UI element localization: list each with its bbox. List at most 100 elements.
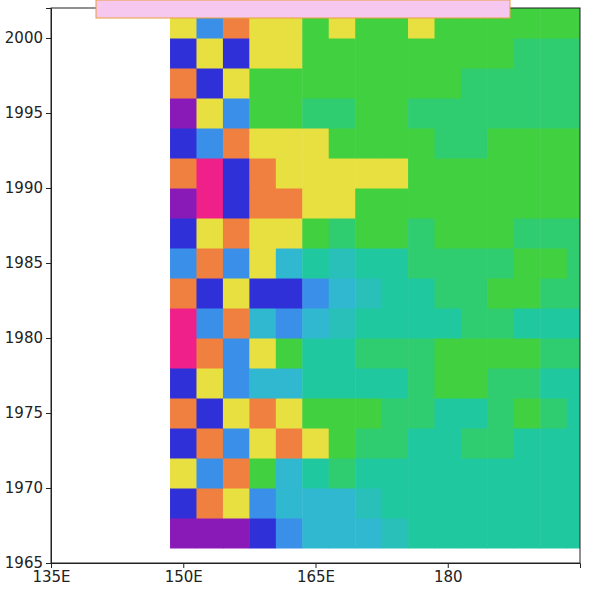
heatmap-cell [355,308,382,339]
heatmap-cell [276,488,303,519]
heatmap-cell [329,338,356,369]
heatmap-cell [540,428,567,459]
heatmap-cell [514,248,541,279]
heatmap-cell [514,158,541,189]
heatmap-cell [170,398,197,429]
heatmap-cell [329,38,356,69]
heatmap-cell [567,398,580,429]
heatmap-cell [329,278,356,309]
heatmap-cell [487,458,514,489]
heatmap-cell [540,458,567,489]
heatmap-cell [540,338,567,369]
tick-mark [46,113,51,114]
heatmap-cell [249,518,276,549]
heatmap-cell [408,128,435,159]
heatmap-cell [514,218,541,249]
heatmap-cell [382,458,409,489]
heatmap-cell [461,128,488,159]
heatmap-cell [487,278,514,309]
heatmap-cell [382,188,409,219]
heatmap-cell [540,98,567,129]
heatmap-cell [487,248,514,279]
heatmap-cell [382,248,409,279]
tick-mark [46,413,51,414]
heatmap-cell [170,128,197,159]
heatmap-cell [540,188,567,219]
heatmap-cell [435,38,462,69]
header-box [96,0,510,18]
heatmap-cell [408,248,435,279]
heatmap-cell [567,518,580,549]
heatmap-cell [435,338,462,369]
heatmap-cell [196,398,223,429]
heatmap-cell [276,368,303,399]
heatmap-cell [249,158,276,189]
heatmap-cell [223,488,250,519]
heatmap-cell [382,488,409,519]
heatmap-cell [355,488,382,519]
heatmap-cell [223,398,250,429]
plot-area [170,8,580,549]
heatmap-cell [223,278,250,309]
tick-label: 2000 [5,29,43,47]
heatmap-cell [249,278,276,309]
heatmap-cell [302,188,329,219]
heatmap-cell [540,128,567,159]
tick-label: 1980 [5,329,43,347]
heatmap-cell [487,368,514,399]
heatmap-cell [276,518,303,549]
tick-label: 1990 [5,179,43,197]
heatmap-cell [249,368,276,399]
heatmap-cell [408,488,435,519]
heatmap-cell [567,98,580,129]
tick-label: 180 [434,568,463,586]
heatmap-cell [408,158,435,189]
heatmap-cell [435,308,462,339]
heatmap-cell [408,398,435,429]
heatmap-cell [196,38,223,69]
heatmap-cell [382,368,409,399]
heatmap-cell [249,458,276,489]
heatmap-cell [435,428,462,459]
tick: 1975 [5,404,51,422]
heatmap-cell [249,218,276,249]
heatmap-cell [170,188,197,219]
heatmap-cell [408,38,435,69]
heatmap-cell [487,218,514,249]
heatmap-cell [196,368,223,399]
heatmap-cell [170,338,197,369]
heatmap-cell [514,428,541,459]
tick: 2000 [5,29,51,47]
tick-label: 150E [165,568,203,586]
heatmap-cell [302,308,329,339]
tick-label: 1970 [5,479,43,497]
heatmap-cell [196,338,223,369]
heatmap-cell [461,428,488,459]
heatmap-cell [567,218,580,249]
heatmap-cell [461,218,488,249]
heatmap-cell [567,428,580,459]
heatmap-cell [514,38,541,69]
heatmap-cell [249,188,276,219]
heatmap-cell [408,458,435,489]
heatmap-cell [435,368,462,399]
heatmap-cell [487,38,514,69]
tick-mark [46,338,51,339]
heatmap-cell [540,278,567,309]
heatmap-cell [223,158,250,189]
heatmap-cell [355,38,382,69]
heatmap-cell [382,278,409,309]
heatmap-cell [196,128,223,159]
heatmap-cell [170,218,197,249]
heatmap-cell [487,518,514,549]
heatmap-cell [461,158,488,189]
heatmap-cell [435,128,462,159]
heatmap-cell [514,398,541,429]
y-axis: 19651970197519801985199019952000 [5,9,52,573]
heatmap-cell [461,398,488,429]
heatmap-cell [355,398,382,429]
heatmap-cell [249,428,276,459]
tick: 1985 [5,254,51,272]
heatmap-cell [223,308,250,339]
heatmap-cell [302,398,329,429]
